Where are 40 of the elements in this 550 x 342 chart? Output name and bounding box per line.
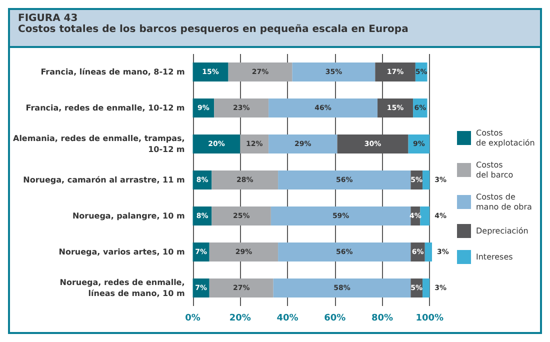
y-tick-label: Noruega, varios artes, 10 m (58, 248, 185, 256)
bar (209, 242, 278, 262)
bar (278, 170, 411, 190)
chart-subtitle: Costos totales de los barcos pesqueros en pequeña escala en Europa (18, 24, 410, 35)
x-tick-label: 80% (371, 314, 394, 324)
bar (292, 62, 376, 82)
y-tick-label: Francia, líneas de mano, 8-12 m (40, 68, 185, 76)
bar (212, 170, 278, 190)
bar (278, 242, 411, 262)
x-tick-label: 0% (185, 314, 200, 324)
bar (212, 206, 271, 226)
y-tick-label: Noruega, redes de enmalle, líneas de mano, 10 m (60, 278, 185, 298)
bar (424, 242, 432, 262)
bar (192, 62, 228, 82)
bar (422, 170, 430, 190)
legend-label: Depreciación (476, 226, 528, 236)
legend-label: Costos de explotación (476, 128, 535, 148)
bar (268, 98, 378, 118)
y-tick-label: Alemania, redes de enmalle, trampas, 10-12 m (13, 134, 185, 154)
bar (209, 278, 274, 298)
bar (240, 134, 269, 154)
y-tick-label: Francia, redes de enmalle, 10-12 m (26, 104, 185, 112)
legend-label: Costos de mano de obra (476, 192, 532, 212)
bar (273, 278, 411, 298)
bar (422, 278, 430, 298)
bar (420, 206, 430, 226)
bar (192, 134, 240, 154)
legend-label: Costos del barco (476, 160, 514, 180)
legend-label: Intereses (476, 252, 513, 262)
y-tick-label: Noruega, camarón al arrastre, 11 m (23, 176, 185, 184)
bar (214, 98, 269, 118)
x-tick-label: 40% (276, 314, 298, 324)
text: FIGURA 43 (18, 13, 79, 24)
x-tick-label: 100% (416, 314, 444, 324)
bar (228, 62, 292, 82)
y-tick-label: Noruega, palangre, 10 m (72, 212, 185, 220)
x-tick-label: 60% (324, 314, 346, 324)
bar (268, 134, 338, 154)
x-tick-label: 20% (229, 314, 251, 324)
bar (270, 206, 411, 226)
